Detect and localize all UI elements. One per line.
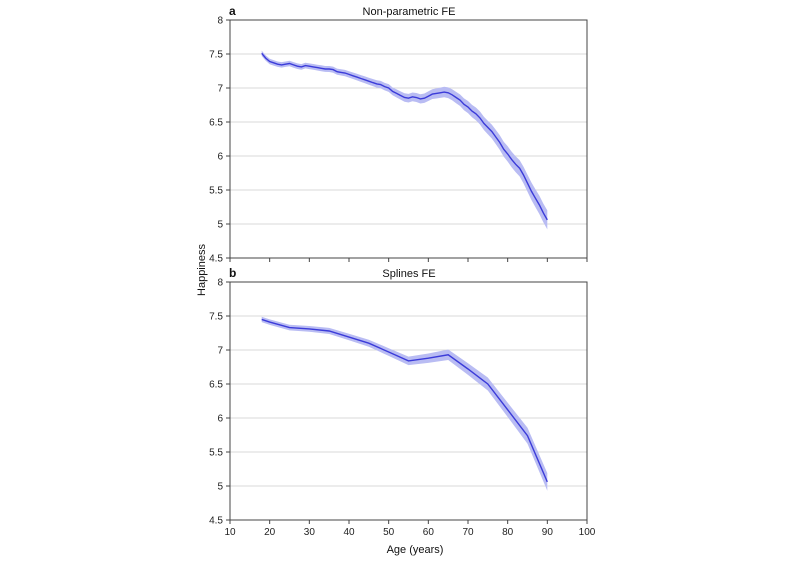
panel-b-x-tick-label: 90 [542,527,554,538]
panel-a-letter: a [229,4,236,18]
panel-b-grid [230,315,587,487]
panel-b-y-tick-label: 6.5 [209,380,223,391]
panel-a-y-tick-label: 8 [217,16,223,27]
panel-b-ci-band [261,316,548,491]
panel-a-y-tick-label: 6 [217,152,223,163]
panel-b-y-axis: 4.5 5 5.5 6 6.5 7 7.5 8 [209,278,230,527]
panel-b-series [261,318,548,483]
panel-b-x-tick-label: 60 [423,527,435,538]
panel-b-y-tick-label: 7.5 [209,312,223,323]
panel-b-x-tick-label: 20 [264,527,276,538]
panel-a-y-tick-label: 7.5 [209,50,223,61]
panel-b: b Splines FE 4.5 5 5.5 6 6.5 7 7.5 8 10 20 30 40 50… [209,266,596,538]
x-axis-label: Age (years) [387,544,444,556]
panel-a-title: Non-parametric FE [363,6,456,18]
panel-a-plot-frame [229,19,588,259]
panel-a-grid [230,53,587,225]
panel-b-plot-frame [229,281,588,521]
panel-b-y-tick-label: 5.5 [209,448,223,459]
panel-a-y-tick-label: 4.5 [209,254,223,265]
panel-b-y-tick-label: 6 [217,414,223,425]
panel-a-y-axis: 4.5 5 5.5 6 6.5 7 7.5 8 [209,16,230,265]
panel-a-confidence-band [261,50,548,230]
panel-b-x-axis: 10 20 30 40 50 60 70 80 90 100 [224,520,596,538]
panel-b-x-tick-label: 100 [579,527,596,538]
panel-a-series [261,52,548,221]
panel-a-ci-band [261,50,548,230]
panel-b-y-tick-label: 5 [217,482,223,493]
panel-a-y-tick-label: 5.5 [209,186,223,197]
panel-a-y-tick-label: 7 [217,84,223,95]
panel-b-x-tick-label: 30 [304,527,316,538]
panel-a: a Non-parametric FE 4.5 5 5.5 6 6.5 7 7.5 8 [209,4,588,265]
panel-b-confidence-band [261,316,548,491]
panel-b-title: Splines FE [382,268,435,280]
panel-b-line [261,318,548,483]
panel-a-x-axis [229,258,588,262]
panel-b-y-tick-label: 4.5 [209,516,223,527]
panel-a-y-tick-label: 6.5 [209,118,223,129]
panel-b-x-tick-label: 50 [383,527,395,538]
panel-b-y-tick-label: 7 [217,346,223,357]
panel-a-y-tick-label: 5 [217,220,223,231]
panel-b-x-tick-label: 40 [343,527,355,538]
panel-b-y-tick-label: 8 [217,278,223,289]
panel-b-letter: b [229,266,236,280]
panel-b-x-tick-label: 80 [502,527,514,538]
y-axis-label: Happiness [196,244,208,296]
panel-b-x-tick-label: 10 [224,527,236,538]
panel-b-x-tick-label: 70 [462,527,474,538]
panel-a-line [261,52,548,221]
